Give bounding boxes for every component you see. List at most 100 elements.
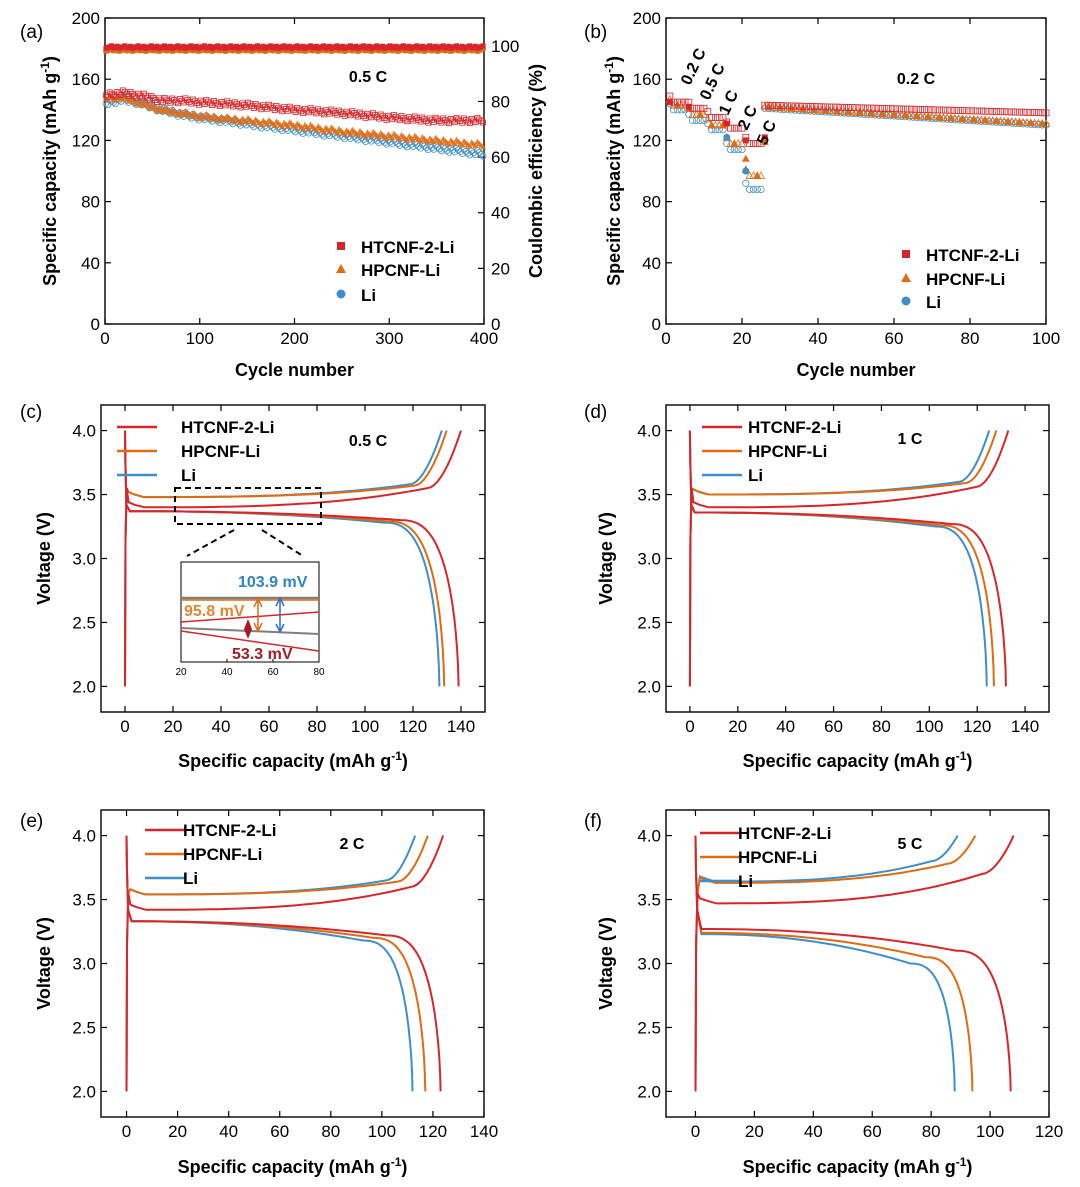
x-axis-label: Cycle number bbox=[796, 360, 915, 380]
zoom-box bbox=[174, 487, 322, 525]
capacity-point bbox=[180, 111, 187, 118]
x-tick-label: 0 bbox=[685, 717, 694, 736]
legend-label: HTCNF-2-Li bbox=[738, 824, 831, 843]
series-HTCNF-2-Li bbox=[688, 430, 1010, 687]
charge-curve bbox=[125, 835, 417, 1092]
capacity-point bbox=[476, 116, 483, 123]
capacity-point bbox=[791, 102, 799, 110]
y-axis-label-sup: -1 bbox=[602, 62, 616, 73]
capacity-point bbox=[875, 104, 883, 112]
y-tick-label: 0 bbox=[91, 315, 100, 334]
capacity-point bbox=[288, 105, 295, 112]
step-marker bbox=[723, 120, 730, 127]
capacity-point bbox=[182, 95, 189, 102]
x-tick-label: 80 bbox=[961, 329, 980, 348]
capacity-point bbox=[693, 104, 700, 112]
x-tick-label: 60 bbox=[270, 1122, 289, 1141]
capacity-point bbox=[1023, 108, 1031, 116]
capacity-point bbox=[284, 123, 291, 129]
capacity-point bbox=[871, 104, 879, 112]
x-tick-label: 80 bbox=[922, 1122, 941, 1141]
capacity-point bbox=[375, 133, 382, 140]
capacity-point bbox=[905, 105, 913, 113]
y-axis-label-sup: -1 bbox=[38, 62, 52, 73]
capacity-point bbox=[356, 109, 363, 116]
capacity-point bbox=[358, 111, 365, 118]
capacity-point bbox=[924, 106, 932, 114]
legend-label: HTCNF-2-Li bbox=[361, 238, 454, 257]
panel-label: (c) bbox=[20, 402, 42, 423]
capacity-point bbox=[300, 125, 307, 132]
legend-label: HPCNF-Li bbox=[748, 442, 827, 461]
capacity-point bbox=[250, 120, 257, 126]
capacity-point bbox=[309, 106, 316, 113]
step-marker bbox=[666, 99, 673, 106]
capacity-point bbox=[917, 106, 924, 113]
series-HTCNF-2-Li bbox=[666, 92, 1050, 147]
legend-label: HPCNF-Li bbox=[738, 848, 817, 867]
capacity-point bbox=[451, 140, 458, 147]
x-tick-label: 120 bbox=[419, 1122, 447, 1141]
capacity-point bbox=[203, 97, 210, 103]
capacity-point bbox=[216, 117, 223, 124]
legend-marker bbox=[901, 296, 911, 306]
capacity-point bbox=[260, 102, 267, 109]
capacity-point bbox=[266, 101, 272, 108]
capacity-point bbox=[989, 108, 997, 115]
x-tick-label: 80 bbox=[321, 1122, 340, 1141]
inset-tick-label: 80 bbox=[313, 667, 325, 678]
y-tick-label: 4.0 bbox=[637, 827, 661, 846]
capacity-point bbox=[167, 110, 174, 116]
capacity-point bbox=[127, 88, 134, 95]
y-tick-label: 4.0 bbox=[637, 422, 661, 441]
capacity-point bbox=[974, 107, 981, 115]
y2-tick-label: 20 bbox=[491, 259, 510, 278]
capacity-point bbox=[468, 116, 475, 122]
capacity-point bbox=[237, 119, 244, 126]
x-tick-label: 60 bbox=[824, 717, 843, 736]
inset-tick-label: 20 bbox=[175, 667, 187, 678]
capacity-point bbox=[229, 118, 236, 124]
capacity-point bbox=[137, 92, 143, 99]
capacity-point bbox=[430, 138, 437, 145]
x-tick-label: 200 bbox=[280, 329, 308, 348]
capacity-point bbox=[466, 143, 473, 149]
legend-label: HPCNF-Li bbox=[181, 442, 260, 461]
capacity-point bbox=[677, 106, 685, 114]
x-axis-label: Specific capacity (mAh g-1) bbox=[178, 1155, 408, 1177]
capacity-point bbox=[932, 106, 940, 114]
capacity-point bbox=[275, 104, 282, 111]
capacity-point bbox=[455, 116, 462, 123]
legend-label: HPCNF-Li bbox=[926, 270, 1005, 289]
capacity-point bbox=[940, 106, 947, 114]
capacity-point bbox=[391, 112, 397, 118]
capacity-point bbox=[154, 107, 161, 114]
x-axis-label-main: Cycle number bbox=[235, 360, 354, 380]
x-axis-label: Specific capacity (mAh g-1) bbox=[743, 1155, 973, 1177]
capacity-point bbox=[400, 114, 407, 121]
capacity-point bbox=[125, 92, 132, 99]
capacity-point bbox=[756, 171, 766, 179]
capacity-point bbox=[341, 131, 348, 137]
x-tick-label: 140 bbox=[447, 717, 475, 736]
capacity-point bbox=[294, 104, 301, 111]
capacity-point bbox=[730, 145, 739, 154]
y-axis-label-close: ) bbox=[40, 56, 60, 62]
capacity-point bbox=[104, 93, 111, 100]
capacity-point bbox=[116, 90, 123, 97]
x-tick-label: 20 bbox=[733, 329, 752, 348]
capacity-point bbox=[336, 107, 342, 114]
x-tick-label: 0 bbox=[100, 329, 109, 348]
series-HTCNF-2-Li bbox=[124, 430, 462, 687]
series-HTCNF-2-Li bbox=[103, 43, 486, 127]
legend-label: HPCNF-Li bbox=[361, 261, 440, 280]
capacity-point bbox=[894, 105, 902, 113]
x-tick-label: 80 bbox=[872, 717, 891, 736]
series-HPCNF-Li bbox=[694, 835, 977, 1092]
y-axis-label-main: Voltage (V) bbox=[34, 917, 54, 1010]
capacity-point bbox=[921, 106, 928, 113]
x-tick-label: 100 bbox=[351, 717, 379, 736]
capacity-point bbox=[398, 113, 405, 120]
x-axis-label: Cycle number bbox=[235, 360, 354, 380]
inset-arrow-hpcnf-heads bbox=[253, 597, 263, 633]
